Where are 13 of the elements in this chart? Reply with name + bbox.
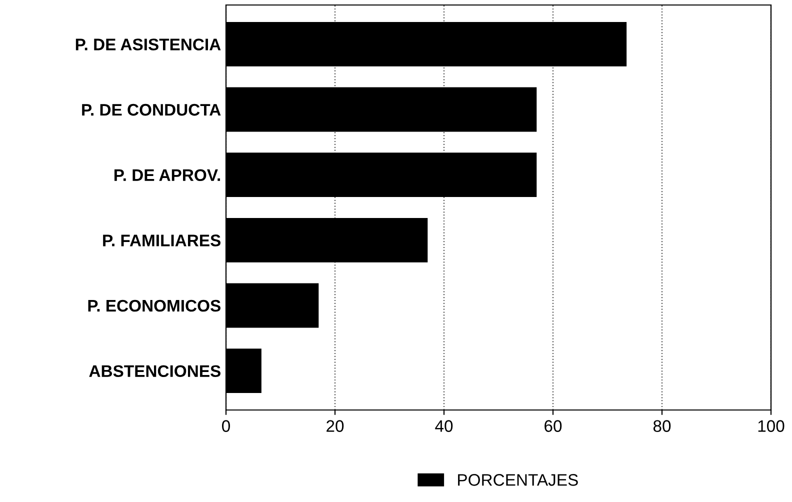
x-tick-label: 40 [435, 420, 453, 432]
x-tick-label: 0 [222, 420, 230, 432]
y-tick-label: P. ECONOMICOS [88, 300, 220, 312]
legend-label: PORCENTAJES [458, 474, 578, 486]
x-tick-label: 60 [544, 420, 562, 432]
y-tick-label: P. DE ASISTENCIA [76, 38, 221, 50]
y-tick-label: P. DE CONDUCTA [82, 104, 221, 116]
x-tick-label: 80 [653, 420, 671, 432]
x-tick-label: 100 [758, 420, 784, 432]
y-tick-label: P. DE APROV. [114, 169, 220, 182]
y-tick-label: P. FAMILIARES [103, 234, 220, 246]
x-tick-label: 20 [326, 420, 344, 432]
y-tick-label: ABSTENCIONES [89, 365, 220, 378]
